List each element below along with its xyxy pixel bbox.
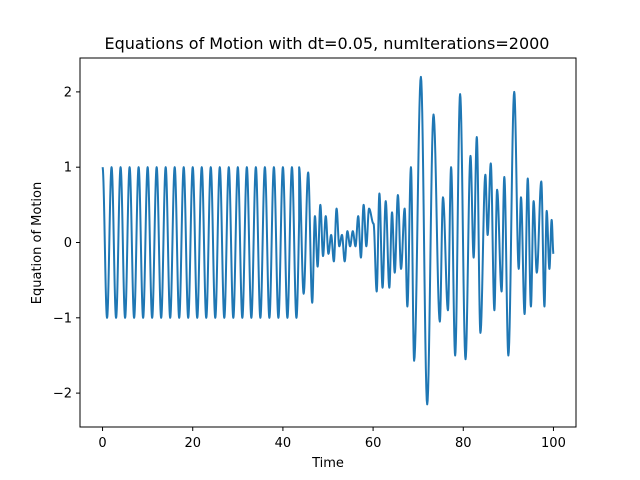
x-tick-label: 20 [184,436,201,451]
y-tick-label: 0 [64,236,72,251]
y-axis-label: Equation of Motion [30,182,45,304]
x-axis-ticks: 0 20 40 60 80 100 [98,427,566,451]
y-tick-label: 1 [64,161,72,176]
x-tick-label: 60 [365,436,382,451]
x-tick-label: 40 [275,436,292,451]
y-tick-label: −1 [53,311,72,326]
y-tick-label: −2 [53,387,72,402]
y-axis-ticks: −2 −1 0 1 2 [53,85,80,402]
y-tick-label: 2 [64,85,72,100]
plot-area [79,57,577,428]
chart-title: Equations of Motion with dt=0.05, numIte… [105,34,550,53]
series-line [101,75,555,406]
x-tick-label: 100 [541,436,566,451]
x-tick-label: 80 [455,436,472,451]
x-axis-label: Time [311,456,344,471]
x-tick-label: 0 [98,436,106,451]
